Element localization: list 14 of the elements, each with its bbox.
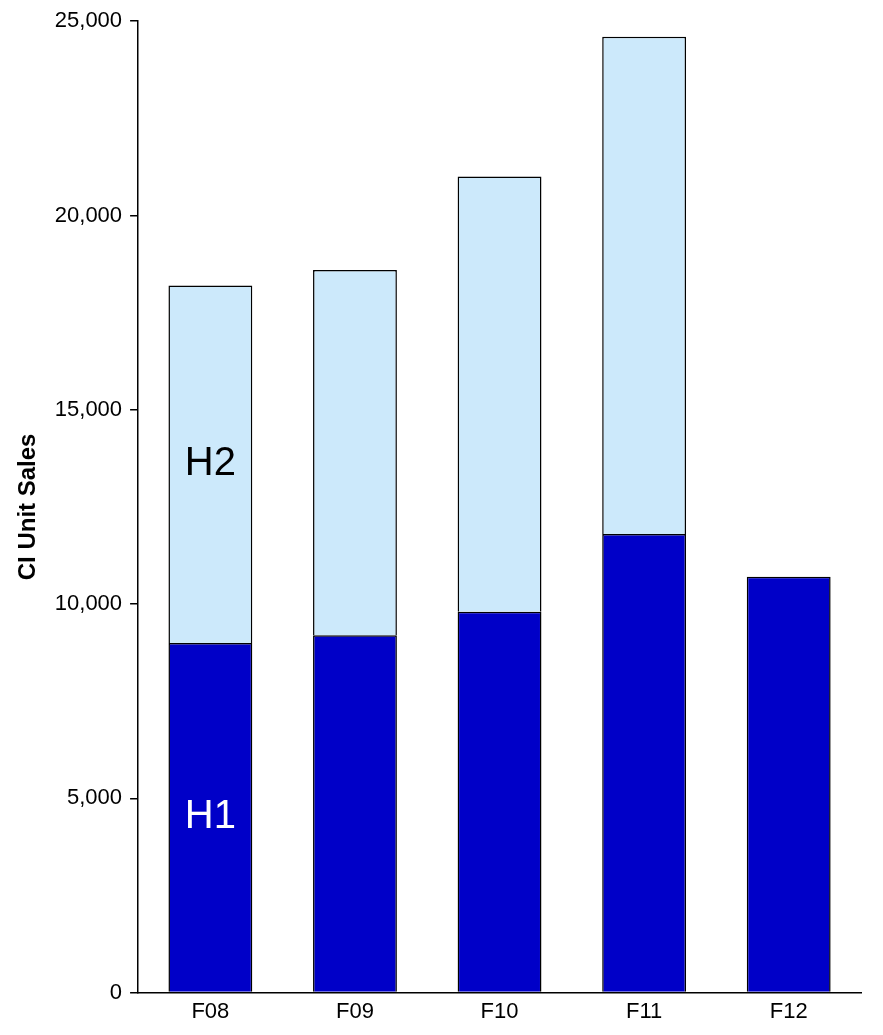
y-tick-label: 25,000: [54, 7, 123, 33]
y-tick-label: 0: [109, 978, 123, 1004]
y-tick-label: 5,000: [67, 784, 123, 810]
x-tick-label: F08: [191, 997, 230, 1023]
y-tick-label: 15,000: [54, 395, 123, 421]
y-tick-label: 20,000: [54, 201, 123, 227]
x-tick-label: F09: [336, 997, 374, 1023]
x-tick-label: F10: [480, 997, 519, 1023]
series-label: H2: [184, 439, 236, 484]
series-label: H1: [184, 792, 236, 837]
y-axis-title: CI Unit Sales: [13, 433, 41, 581]
x-tick-label: F12: [769, 997, 808, 1023]
y-tick-label: 10,000: [54, 590, 123, 616]
x-tick-label: F11: [625, 997, 663, 1023]
